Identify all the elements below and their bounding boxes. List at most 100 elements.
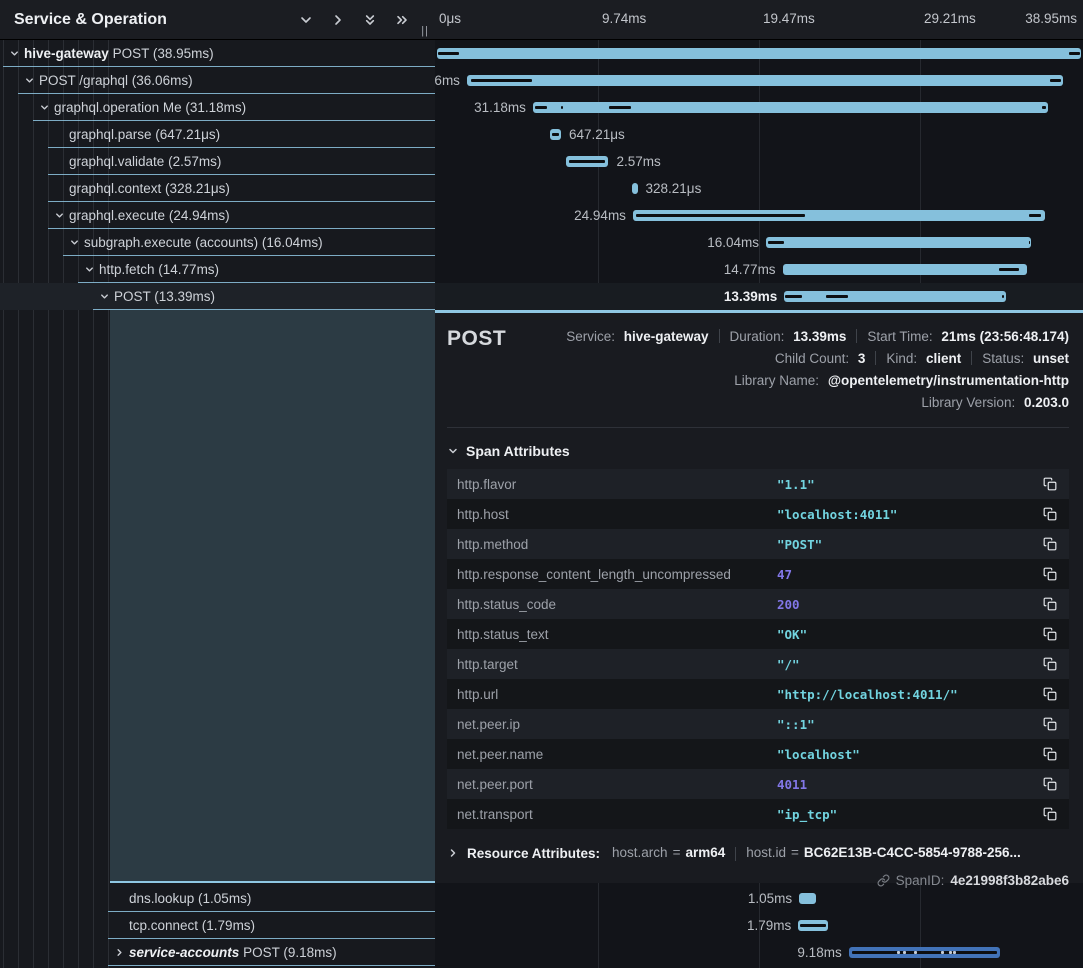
span-row[interactable]: hive-gateway POST (38.95ms) xyxy=(0,40,435,67)
attribute-row: http.url "http://localhost:4011/" xyxy=(447,679,1069,709)
copy-icon[interactable] xyxy=(1041,745,1059,763)
timeline-row: 24.94ms xyxy=(435,202,1083,229)
timeline-row: 31.18ms xyxy=(435,94,1083,121)
chevron-right-icon[interactable] xyxy=(329,11,347,29)
span-bar[interactable] xyxy=(798,920,828,931)
span-row[interactable]: graphql.parse (647.21μs) xyxy=(0,121,435,148)
operation-name: graphql.validate (2.57ms) xyxy=(69,154,222,169)
timeline-row: 328.21μs xyxy=(435,175,1083,202)
copy-icon[interactable] xyxy=(1041,775,1059,793)
span-row-label: POST (13.39ms) xyxy=(114,289,215,304)
span-row[interactable]: graphql.context (328.21μs) xyxy=(0,175,435,202)
copy-icon[interactable] xyxy=(1041,595,1059,613)
span-bar[interactable] xyxy=(532,102,1049,113)
span-title: POST xyxy=(447,327,507,350)
attribute-row: http.status_code 200 xyxy=(447,589,1069,619)
tree-header-actions xyxy=(297,11,425,29)
span-bar-dot xyxy=(897,951,901,954)
span-bar-notch xyxy=(534,106,547,109)
span-bar[interactable] xyxy=(466,75,1064,86)
copy-icon[interactable] xyxy=(1041,625,1059,643)
operation-name: graphql.operation Me (31.18ms) xyxy=(54,100,247,115)
copy-icon[interactable] xyxy=(1041,535,1059,553)
span-bar-notch xyxy=(1069,52,1080,55)
span-bar-dot xyxy=(903,951,907,954)
copy-icon[interactable] xyxy=(1041,805,1059,823)
time-tick: 29.21ms xyxy=(924,11,976,26)
span-row[interactable]: subgraph.execute (accounts) (16.04ms) xyxy=(0,229,435,256)
span-row-label: graphql.parse (647.21μs) xyxy=(69,127,220,142)
span-bar[interactable] xyxy=(632,183,638,194)
copy-icon[interactable] xyxy=(1041,475,1059,493)
chevron-down-icon[interactable] xyxy=(23,75,35,87)
copy-icon[interactable] xyxy=(1041,505,1059,523)
span-bar[interactable] xyxy=(632,210,1046,221)
chevron-down-icon[interactable] xyxy=(53,210,65,222)
span-bar[interactable] xyxy=(784,291,1006,302)
chevrons-down-icon[interactable] xyxy=(361,11,379,29)
copy-icon[interactable] xyxy=(1041,655,1059,673)
operation-name: http.fetch (14.77ms) xyxy=(99,262,220,277)
operation-name: POST (13.39ms) xyxy=(114,289,216,304)
span-bar[interactable] xyxy=(766,237,1032,248)
operation-name: POST /graphql (36.06ms) xyxy=(39,73,193,88)
span-row[interactable]: POST (13.39ms) xyxy=(0,283,435,310)
span-id-row: SpanID: 4e21998f3b82abe6 xyxy=(447,870,1069,890)
row-divider xyxy=(108,965,435,966)
span-bar-notch xyxy=(560,106,564,109)
span-bar[interactable] xyxy=(799,893,817,904)
span-bar[interactable] xyxy=(565,156,609,167)
span-bar[interactable] xyxy=(550,129,561,140)
span-bar-notch xyxy=(551,133,560,136)
duration-label: 328.21μs xyxy=(645,181,702,196)
panel-resize-handle[interactable]: || xyxy=(421,25,429,37)
copy-icon[interactable] xyxy=(1041,715,1059,733)
span-row[interactable]: dns.lookup (1.05ms) xyxy=(0,885,435,912)
span-row[interactable]: service-accounts POST (9.18ms) xyxy=(0,939,435,966)
span-bar-notch xyxy=(1029,214,1042,217)
attribute-key: http.response_content_length_uncompresse… xyxy=(457,566,731,582)
span-row[interactable]: graphql.validate (2.57ms) xyxy=(0,148,435,175)
span-row[interactable]: http.fetch (14.77ms) xyxy=(0,256,435,283)
timeline-row: 14.77ms xyxy=(435,256,1083,283)
timeline-ruler: 0μs 9.74ms 19.47ms 29.21ms 38.95ms xyxy=(435,0,1083,40)
attribute-key: http.target xyxy=(457,656,518,672)
indent-guide xyxy=(63,40,64,968)
service-name: hive-gateway xyxy=(24,46,109,61)
chevrons-right-icon[interactable] xyxy=(393,11,411,29)
duration-label: 1.05ms xyxy=(747,891,793,906)
span-row[interactable]: graphql.operation Me (31.18ms) xyxy=(0,94,435,121)
chevron-right-icon[interactable] xyxy=(113,947,125,959)
attribute-key: http.flavor xyxy=(457,476,517,492)
chevron-down-icon[interactable] xyxy=(83,264,95,276)
meta-label: Status: xyxy=(982,350,1028,366)
copy-icon[interactable] xyxy=(1041,685,1059,703)
operation-name: dns.lookup (1.05ms) xyxy=(129,891,252,906)
chevron-down-icon[interactable] xyxy=(297,11,315,29)
chevron-down-icon[interactable] xyxy=(38,102,50,114)
span-attributes-toggle[interactable]: Span Attributes xyxy=(447,441,1069,461)
operation-name: tcp.connect (1.79ms) xyxy=(129,918,256,933)
duration-label: 14.77ms xyxy=(723,262,776,277)
chevron-down-icon[interactable] xyxy=(98,291,110,303)
span-row[interactable]: graphql.execute (24.94ms) xyxy=(0,202,435,229)
duration-label: 1.79ms xyxy=(747,918,792,933)
chevron-down-icon[interactable] xyxy=(68,237,80,249)
timeline-row: 9.18ms xyxy=(435,939,1083,966)
attribute-value: "POST" xyxy=(777,536,823,552)
attribute-value: "::1" xyxy=(777,716,815,732)
span-bar-notch xyxy=(569,160,606,163)
span-bar[interactable] xyxy=(848,947,1001,958)
row-divider xyxy=(63,255,435,256)
link-icon[interactable] xyxy=(877,874,890,887)
span-bar[interactable] xyxy=(437,48,1081,59)
span-row[interactable]: POST /graphql (36.06ms) xyxy=(0,67,435,94)
copy-icon[interactable] xyxy=(1041,565,1059,583)
operation-name: graphql.parse (647.21μs) xyxy=(69,127,221,142)
span-bar[interactable] xyxy=(782,264,1027,275)
resource-attributes-row[interactable]: Resource Attributes: host.arch = arm64 host… xyxy=(447,842,1069,864)
attribute-key: http.status_code xyxy=(457,596,557,612)
span-row[interactable]: tcp.connect (1.79ms) xyxy=(0,912,435,939)
chevron-down-icon[interactable] xyxy=(8,48,20,60)
duration-label: 2.57ms xyxy=(616,154,661,169)
